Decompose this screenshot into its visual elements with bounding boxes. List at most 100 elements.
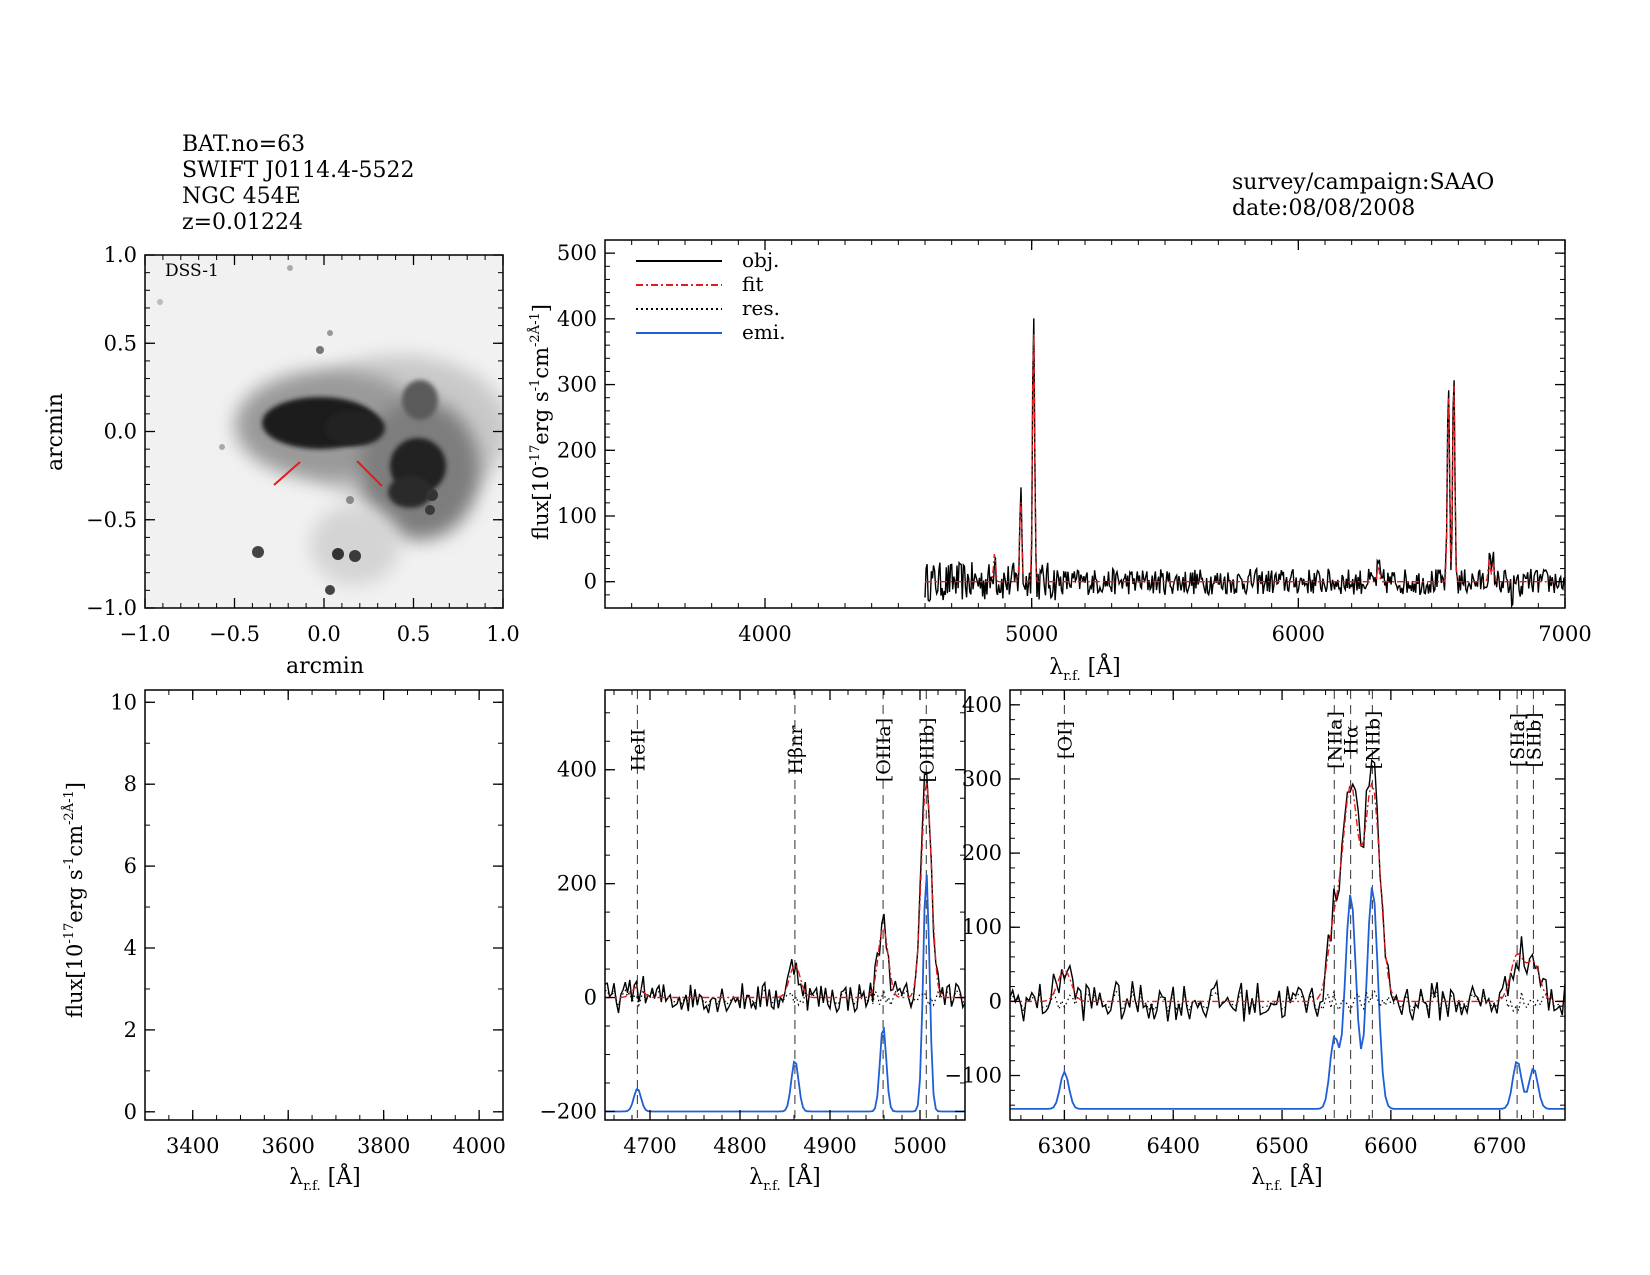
nucleus-marker — [356, 460, 383, 487]
dss-image-panel: DSS-1 −1.0 −0.5 0.0 0.5 1.0 1.0 0.5 0.0 −0.5 −1.0… — [43, 243, 520, 679]
blue-spectrum-panel: 3400 3600 3800 4000 0 2 4 6 8 10 flux[10-17erg s-… — [61, 689, 506, 1194]
y-tick-label: 10 — [110, 690, 137, 714]
galaxy-image — [157, 265, 503, 595]
y-tick-label: 400 — [557, 758, 597, 782]
halpha-fit-series — [1010, 781, 1565, 1003]
line-label: [SIIb] — [1523, 712, 1545, 767]
line-label: [NIIa] — [1324, 711, 1346, 769]
y-tick-label: 100 — [962, 915, 1002, 939]
y-tick-label: 400 — [557, 307, 597, 331]
y-tick-label: −100 — [944, 1064, 1002, 1088]
swift-id: SWIFT J0114.4-5522 — [182, 158, 415, 183]
hbeta-zoom-panel: HeII Hβnr [OIIIa] [OIIIb] 4700 4800 4900 5000 −… — [539, 689, 966, 1194]
line-label: HeII — [627, 729, 649, 772]
y-tick-label: −1.0 — [86, 596, 137, 620]
halpha-emission-series — [1010, 887, 1565, 1110]
observation-date: date:08/08/2008 — [1232, 196, 1416, 221]
header-info: BAT.no=63 SWIFT J0114.4-5522 NGC 454E z=… — [182, 132, 415, 236]
full-y-label: flux[10-17erg s-1cm-2Å-1] — [527, 304, 553, 540]
line-label: [NIIb] — [1362, 711, 1384, 770]
hbeta-observed-series — [605, 773, 965, 1014]
y-tick-label: 0 — [124, 1100, 137, 1124]
x-tick-label: −0.5 — [209, 622, 260, 646]
y-tick-label: 300 — [557, 373, 597, 397]
line-label: [OIIIa] — [873, 718, 895, 782]
x-tick-label: 6500 — [1255, 1134, 1308, 1158]
y-tick-label: 200 — [557, 438, 597, 462]
x-tick-label: 1.0 — [486, 622, 519, 646]
y-tick-label: 200 — [962, 841, 1002, 865]
y-tick-label: 0 — [584, 986, 597, 1010]
halpha-x-label: λr.f. [Å] — [1251, 1162, 1322, 1194]
x-tick-label: 6400 — [1147, 1134, 1200, 1158]
nucleus-marker — [273, 461, 301, 486]
hbeta-fit-series — [605, 781, 965, 999]
x-tick-label: 0.5 — [397, 622, 430, 646]
line-label: [SIIa] — [1507, 713, 1529, 767]
x-tick-label: −1.0 — [120, 622, 171, 646]
x-tick-label: 3800 — [357, 1134, 410, 1158]
redshift: z=0.01224 — [182, 210, 303, 235]
legend-label: res. — [742, 296, 780, 320]
y-tick-label: 400 — [962, 693, 1002, 717]
image-survey-label: DSS-1 — [165, 261, 219, 281]
image-y-label: arcmin — [43, 393, 68, 471]
y-tick-label: 100 — [557, 504, 597, 528]
x-tick-label: 6300 — [1038, 1134, 1091, 1158]
empty-x-label: λr.f. [Å] — [289, 1162, 360, 1194]
y-tick-label: 200 — [557, 872, 597, 896]
full-spectrum-panel: 4000 5000 6000 7000 0 100 200 300 400 500 obj.fit… — [527, 239, 1592, 684]
x-tick-label: 3400 — [166, 1134, 219, 1158]
x-tick-label: 4000 — [738, 622, 791, 646]
y-tick-label: 300 — [962, 767, 1002, 791]
full-x-label: λr.f. [Å] — [1049, 652, 1120, 684]
survey-campaign: survey/campaign:SAAO — [1232, 170, 1495, 195]
line-label: [OI] — [1054, 721, 1076, 759]
y-tick-label: 0 — [989, 989, 1002, 1013]
galaxy-name: NGC 454E — [182, 184, 301, 209]
x-tick-label: 6600 — [1364, 1134, 1417, 1158]
legend-label: fit — [742, 272, 763, 296]
y-tick-label: 0 — [584, 570, 597, 594]
x-tick-label: 5000 — [893, 1134, 946, 1158]
x-tick-label: 5000 — [1005, 622, 1058, 646]
hbeta-emission-series — [605, 874, 965, 1113]
x-tick-label: 3600 — [261, 1134, 314, 1158]
empty-frame — [144, 689, 504, 1121]
y-tick-label: 4 — [124, 936, 137, 960]
hbeta-x-label: λr.f. [Å] — [749, 1162, 820, 1194]
legend-label: emi. — [742, 320, 786, 344]
y-tick-label: 6 — [124, 854, 137, 878]
empty-y-label: flux[10-17erg s-1cm-2Å-1] — [61, 782, 87, 1018]
line-label: [OIIIb] — [916, 717, 938, 782]
bat-number: BAT.no=63 — [182, 132, 306, 157]
x-tick-label: 4000 — [452, 1134, 505, 1158]
hbeta-frame — [604, 689, 966, 1121]
x-tick-label: 4800 — [713, 1134, 766, 1158]
y-tick-label: 500 — [557, 241, 597, 265]
x-tick-label: 6000 — [1272, 622, 1325, 646]
x-tick-label: 6700 — [1473, 1134, 1526, 1158]
line-label: Hβnr — [785, 725, 807, 775]
y-tick-label: 2 — [124, 1018, 137, 1042]
y-tick-label: 8 — [124, 772, 137, 796]
halpha-observed-series — [1010, 758, 1565, 1022]
y-tick-label: 0.0 — [104, 420, 137, 444]
y-tick-label: −200 — [539, 1099, 597, 1123]
x-tick-label: 4900 — [803, 1134, 856, 1158]
x-tick-label: 0.0 — [307, 622, 340, 646]
x-tick-label: 7000 — [1538, 622, 1591, 646]
line-label: Hα — [1341, 725, 1363, 755]
y-tick-label: 0.5 — [104, 331, 137, 355]
full-fit-series — [925, 334, 1565, 583]
halpha-zoom-panel: [OI] [NIIa]Hα [NIIb] [SIIa][SIIb] 6300 6400 6… — [944, 689, 1566, 1194]
full-observed-series — [924, 318, 1565, 608]
x-tick-label: 4700 — [623, 1134, 676, 1158]
halpha-frame — [1009, 689, 1566, 1121]
y-tick-label: −0.5 — [86, 508, 137, 532]
legend-label: obj. — [742, 248, 779, 272]
image-x-label: arcmin — [286, 654, 364, 679]
y-tick-label: 1.0 — [104, 243, 137, 267]
